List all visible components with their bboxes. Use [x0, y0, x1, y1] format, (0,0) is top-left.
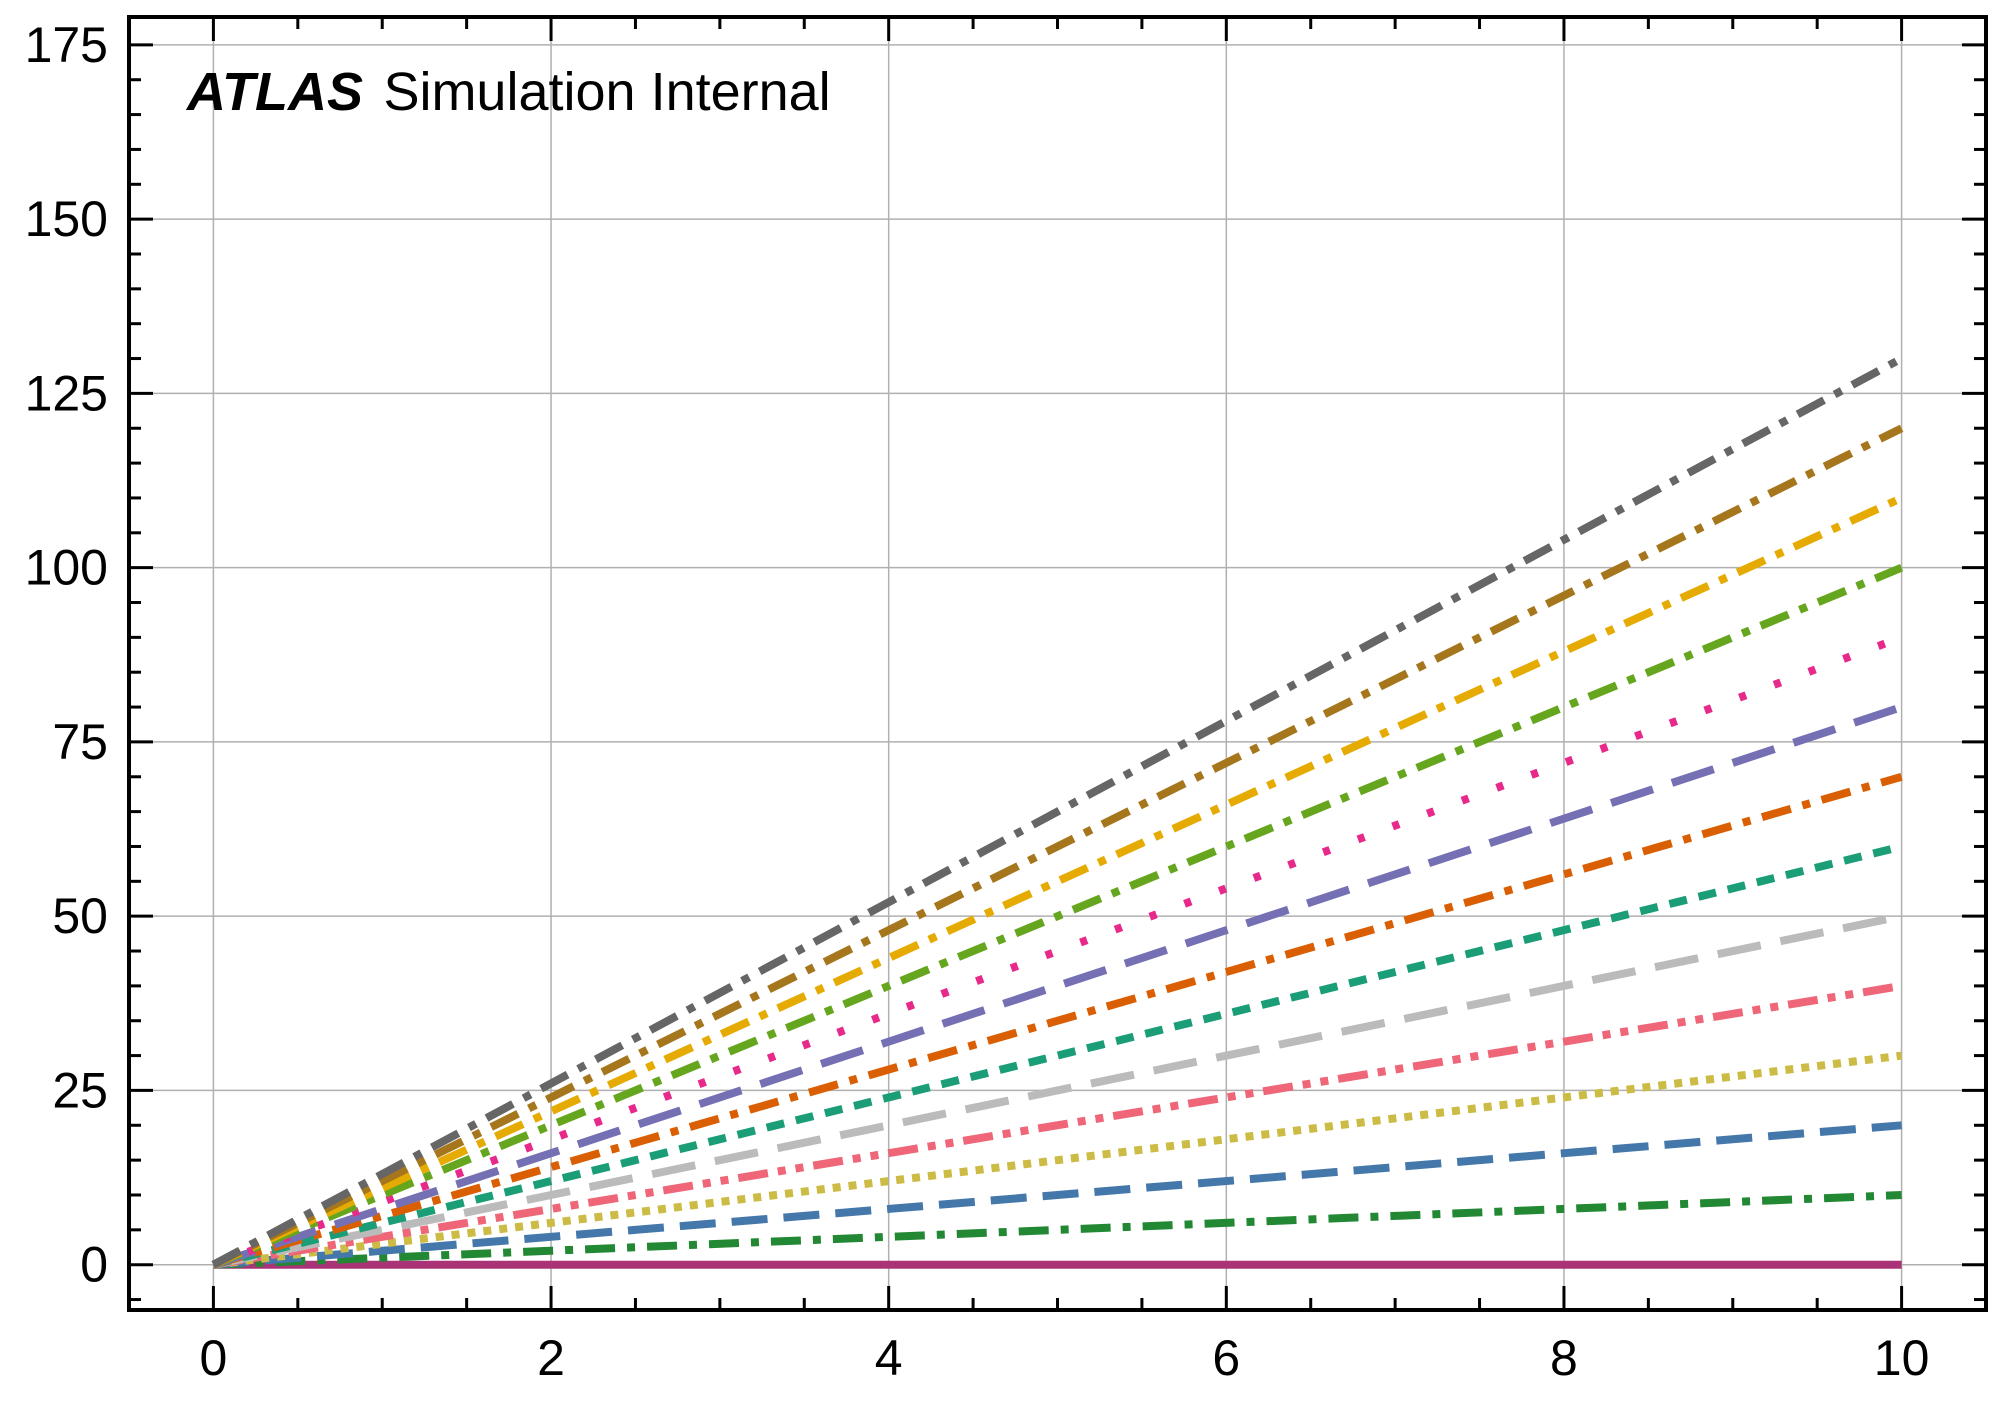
y-tick-label: 175: [25, 17, 108, 73]
series-line: [212, 772, 1903, 1269]
x-tick-label: 10: [1874, 1330, 1930, 1386]
atlas-annotation: ATLAS Simulation Internal: [185, 62, 831, 122]
x-tick-label: 8: [1550, 1330, 1578, 1386]
grid: [129, 17, 1986, 1310]
y-tick-label: 125: [25, 365, 108, 421]
plot-frame: [127, 15, 1988, 1312]
series-lines: [211, 354, 1904, 1269]
y-tick-label: 75: [52, 714, 108, 770]
series-line: [212, 981, 1903, 1269]
y-tick-label: 150: [25, 191, 108, 247]
atlas-status-label: Simulation Internal: [383, 62, 830, 122]
series-line: [213, 1121, 1902, 1269]
series-line: [211, 564, 1904, 1269]
series-line: [212, 912, 1903, 1269]
atlas-experiment-label: ATLAS: [185, 62, 363, 122]
x-tick-label: 2: [537, 1330, 565, 1386]
series-line: [212, 703, 1903, 1269]
y-tick-label: 100: [25, 540, 108, 596]
series-line: [211, 424, 1904, 1269]
x-tick-label: 0: [200, 1330, 228, 1386]
series-line: [211, 354, 1904, 1269]
series-line: [212, 1051, 1903, 1269]
series-line: [212, 842, 1903, 1269]
y-tick-label: 50: [52, 888, 108, 944]
y-tick-label: 25: [52, 1062, 108, 1118]
x-tick-label: 6: [1212, 1330, 1240, 1386]
y-tick-label: 0: [80, 1237, 108, 1293]
x-tick-label: 4: [875, 1330, 903, 1386]
series-line: [212, 633, 1903, 1269]
series-line: [213, 1191, 1902, 1269]
